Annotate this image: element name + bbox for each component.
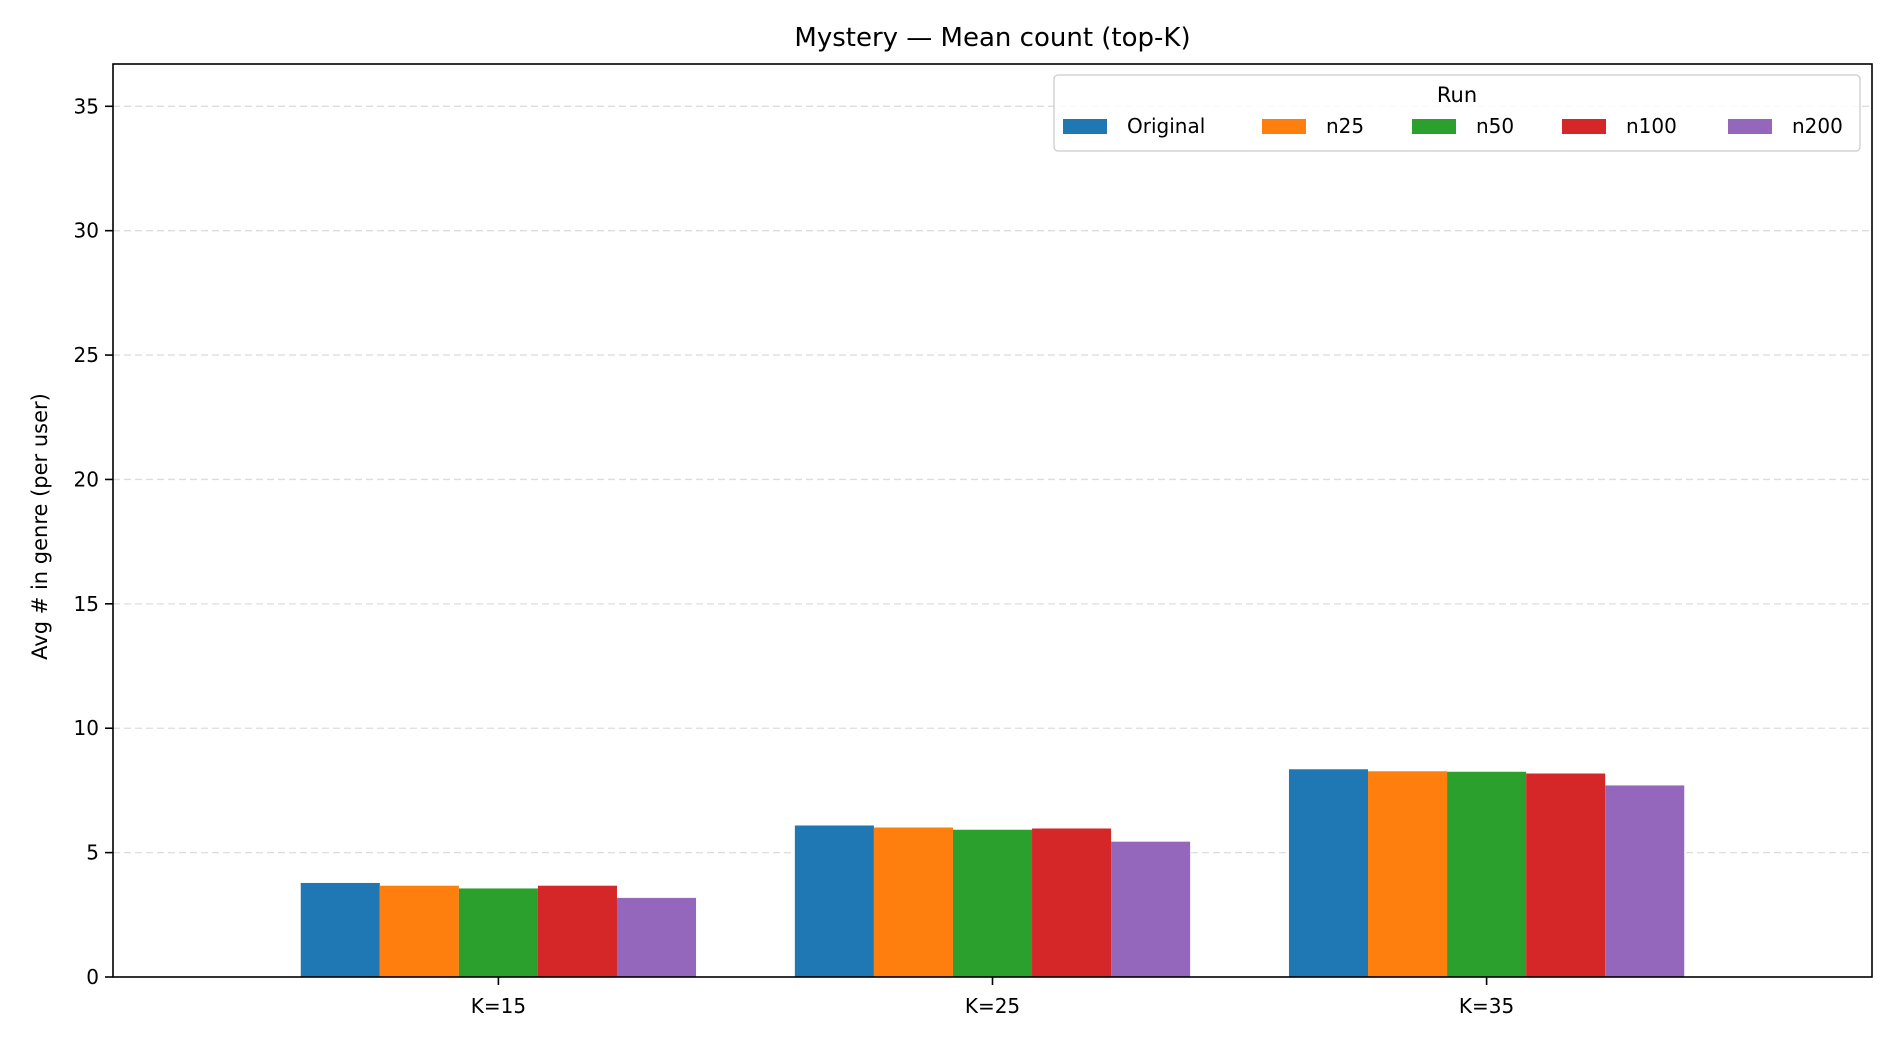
legend-swatch: [1063, 119, 1107, 134]
y-tick-label: 5: [86, 841, 99, 865]
bar: [1526, 773, 1606, 977]
legend-swatch: [1262, 119, 1306, 134]
bar: [1605, 785, 1685, 977]
legend-entry-label: n100: [1626, 114, 1677, 138]
y-tick-label: 20: [74, 467, 99, 491]
bar: [1032, 828, 1112, 977]
legend-entry-label: n25: [1326, 114, 1364, 138]
y-tick-label: 30: [74, 219, 99, 243]
legend-swatch: [1412, 119, 1456, 134]
bar: [952, 829, 1033, 977]
y-axis-ticks: 0 5 10 15 20 25 30 35: [74, 94, 113, 989]
bars-layer: [300, 769, 1685, 977]
chart-title: Mystery — Mean count (top-K): [794, 23, 1190, 53]
x-tick-label: K=15: [471, 994, 526, 1018]
legend-swatch: [1728, 119, 1772, 134]
legend: Run Original n25 n50 n100 n200: [1053, 74, 1861, 152]
bar: [1447, 771, 1527, 977]
x-tick-label: K=35: [1459, 994, 1514, 1018]
y-tick-label: 35: [74, 94, 99, 118]
bar: [1288, 769, 1369, 977]
x-tick-label: K=25: [965, 994, 1020, 1018]
legend-entry-label: n50: [1476, 114, 1514, 138]
bar: [873, 827, 953, 977]
y-tick-label: 15: [74, 592, 99, 616]
bar: [1111, 841, 1191, 977]
y-axis-label: Avg # in genre (per user): [28, 393, 52, 660]
x-axis-ticks: K=15 K=25 K=35: [471, 977, 1514, 1018]
grid-layer: [113, 105, 1872, 854]
legend-title: Run: [1437, 83, 1477, 107]
bar: [537, 885, 617, 977]
bar: [794, 825, 874, 977]
bar: [300, 882, 380, 977]
y-tick-label: 25: [74, 343, 99, 367]
legend-swatch: [1562, 119, 1606, 134]
y-tick-label: 0: [86, 965, 99, 989]
y-tick-label: 10: [74, 716, 99, 740]
legend-box: [1053, 74, 1861, 152]
bar: [379, 885, 459, 977]
legend-entry-label: n200: [1792, 114, 1843, 138]
bar: [1368, 771, 1448, 977]
legend-entry-label: Original: [1127, 114, 1205, 138]
bar: [616, 897, 697, 977]
bar: [458, 888, 538, 977]
